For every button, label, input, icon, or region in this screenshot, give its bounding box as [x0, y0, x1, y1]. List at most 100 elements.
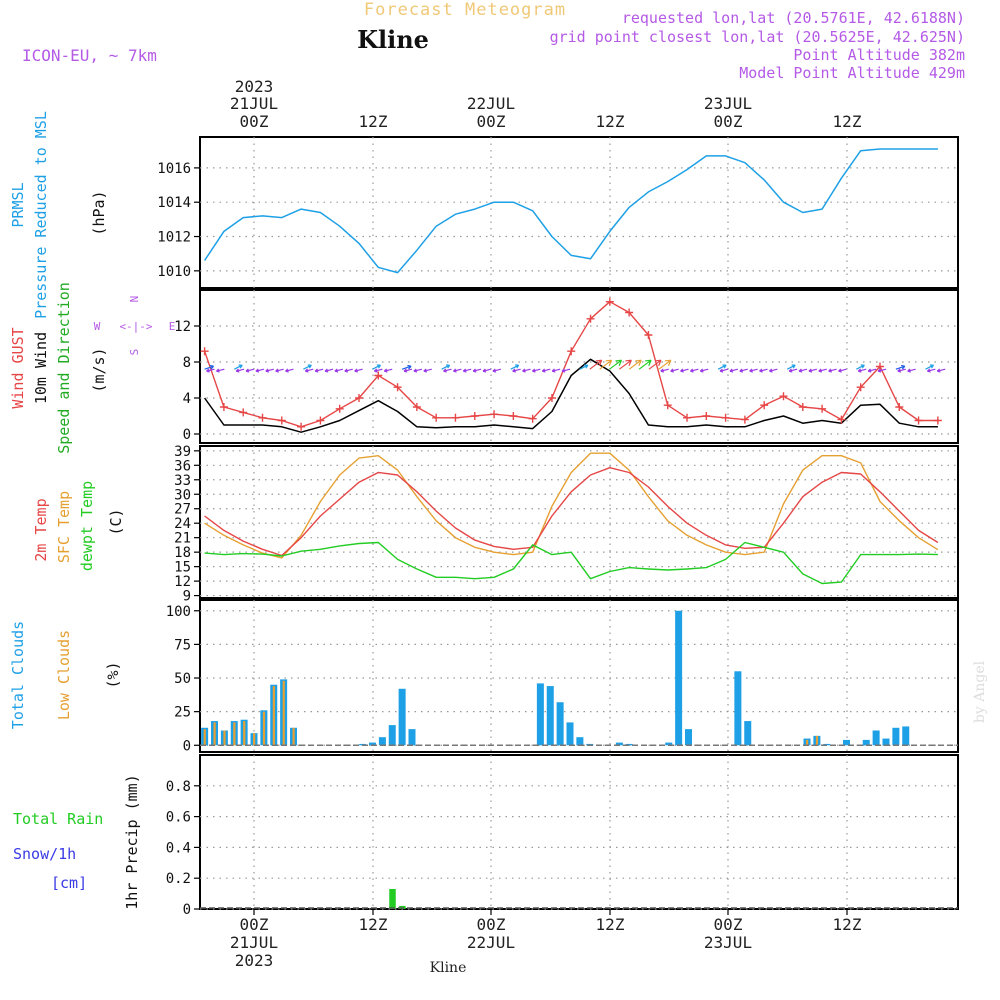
wind-direction-arrow [314, 368, 324, 373]
total-cloud-bar [388, 725, 396, 746]
gust-marker [914, 416, 923, 425]
wind-unit: (m/s) [90, 347, 108, 392]
y-tick-label: 0.6 [166, 810, 191, 826]
wind-direction-arrow [383, 368, 393, 373]
y-tick-label: 39 [174, 444, 191, 460]
compass-arrows: <-|-> [119, 320, 152, 333]
dewpt-label: dewpt Temp [78, 481, 96, 571]
gust-marker [779, 392, 788, 401]
wind-direction-arrow [423, 368, 432, 373]
model-label: ICON-EU, ~ 7km [22, 46, 157, 65]
total-cloud-bar [625, 743, 633, 746]
pressure-label: Pressure Reduced to MSL [32, 111, 50, 319]
panel-frame-pressure [199, 136, 959, 289]
gust-marker [354, 394, 363, 402]
gust-marker [374, 371, 383, 380]
dewpt-line [204, 541, 938, 585]
bottom-tick-label: 00Z [240, 915, 269, 934]
wind-direction-arrow [638, 359, 652, 370]
y-tick-label: 25 [174, 705, 191, 721]
y-tick-label: 0.8 [166, 779, 191, 795]
total-cloud-bar [576, 737, 584, 746]
low-cloud-bar [292, 727, 295, 746]
wind-direction-arrow [786, 364, 796, 370]
wind-direction-arrow [441, 364, 451, 370]
total-cloud-bar [882, 738, 890, 746]
sfc-temp-line [204, 452, 939, 559]
gust-marker [856, 383, 865, 392]
watermark: by Angel [972, 660, 988, 723]
wind-direction-arrow [857, 368, 867, 373]
wind-direction-arrow [739, 368, 748, 373]
total-cloud-bar [556, 702, 564, 746]
total-cloud-bar [872, 730, 880, 746]
wind-direction-arrow [579, 364, 589, 370]
total-cloud-bar [862, 739, 870, 746]
wind-direction-arrow [759, 368, 768, 373]
total-cloud-bar [665, 742, 673, 746]
cloud-panel-labels: Total Clouds Low Clouds (%) [9, 621, 122, 729]
wind-direction-arrow [719, 368, 729, 373]
grid-lines [194, 137, 958, 915]
wind-direction-arrow [670, 368, 679, 373]
gust-marker [721, 413, 730, 422]
wind-direction-arrow [680, 368, 689, 373]
bottom-date-label: 21JUL [230, 933, 278, 952]
wind-direction-arrow [561, 368, 571, 373]
y-tick-label: 8 [183, 355, 191, 371]
rain-label: Total Rain [13, 810, 103, 828]
gust-marker [490, 410, 499, 419]
precip-axis-label: 1hr Precip (mm) [123, 774, 141, 909]
wind-direction-arrow [541, 368, 551, 373]
gust-marker [393, 383, 402, 392]
y-tick-label: 0 [183, 738, 191, 754]
y-tick-label: 30 [174, 487, 191, 503]
top-tick-label: 12Z [359, 112, 388, 131]
low-cloud-bar [223, 730, 226, 746]
low-cloud-bar [272, 686, 275, 746]
t2m-line [204, 467, 939, 557]
wind-direction-arrow [648, 359, 662, 370]
wind-direction-arrow [717, 364, 727, 370]
wind-direction-arrow [373, 368, 383, 373]
wind-direction-arrow [206, 368, 215, 373]
wind-direction-arrow [729, 368, 739, 373]
wind-direction-arrow [907, 368, 916, 373]
gust-marker [586, 314, 595, 323]
wind-direction-arrow [926, 368, 936, 373]
wind-direction-arrow [897, 368, 906, 373]
panel-frame-temp [199, 445, 959, 599]
station-name: Kline [357, 25, 429, 54]
gust-marker [547, 394, 556, 402]
wind-direction-arrow [788, 368, 798, 373]
compass-east: E [169, 320, 176, 333]
gust-marker [895, 403, 904, 411]
wind-direction-arrow [658, 359, 672, 370]
y-tick-label: 15 [174, 560, 191, 576]
wind-direction-arrow [304, 368, 314, 373]
bottom-date-label: 23JUL [704, 933, 752, 952]
wind-direction-arrow [462, 368, 472, 373]
wind-direction-arrow [531, 368, 541, 373]
top-tick-label: 00Z [477, 112, 506, 131]
bottom-year-label: 2023 [235, 951, 274, 970]
compass-west: W [94, 320, 101, 333]
y-tick-label: 18 [174, 545, 191, 561]
low-cloud-bar [282, 680, 285, 746]
wind-direction-arrow [215, 368, 225, 373]
wind-direction-arrow [472, 368, 482, 373]
total-cloud-bar [902, 726, 910, 746]
top-time-axis: 2023 21JUL 22JUL 23JUL 00Z 12Z 00Z 12Z 0… [230, 77, 862, 131]
wind-direction-arrow [838, 368, 847, 373]
gust-marker [200, 347, 209, 356]
wind-direction-arrow [522, 368, 531, 373]
total-clouds-label: Total Clouds [9, 621, 27, 729]
wind-direction-arrow [628, 359, 642, 370]
panel-frames [199, 136, 959, 910]
wind-series [200, 297, 946, 433]
clouds-unit: (%) [104, 661, 122, 688]
wind-direction-arrow [936, 368, 946, 373]
wind-direction-arrow [798, 368, 808, 373]
wind10m-label: 10m Wind [32, 332, 50, 404]
